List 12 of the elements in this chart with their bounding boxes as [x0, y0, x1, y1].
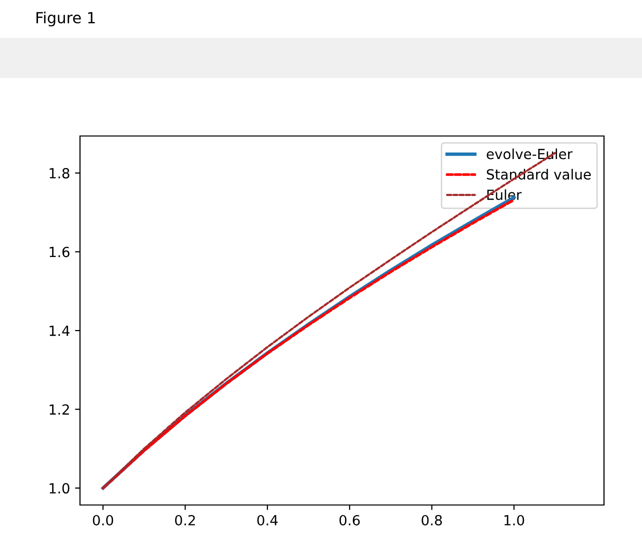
x-tick-label: 0.4	[257, 514, 278, 526]
y-tick-label: 1.4	[50, 326, 70, 336]
x-tick-label: 1.0	[504, 514, 524, 526]
y-tick-label: 1.2	[50, 404, 69, 415]
x-tick-label: 0.2	[175, 514, 195, 526]
y-tick-label: 1.8	[50, 168, 70, 178]
y-tick-label: 1.0	[50, 483, 70, 494]
x-tick-label: 0.0	[92, 514, 114, 526]
x-tick-label: 0.6	[339, 514, 360, 526]
caption: Figure 1	[36, 12, 95, 26]
y-tick-label: 1.6	[50, 246, 70, 258]
x-tick-label: 0.8	[422, 514, 442, 526]
